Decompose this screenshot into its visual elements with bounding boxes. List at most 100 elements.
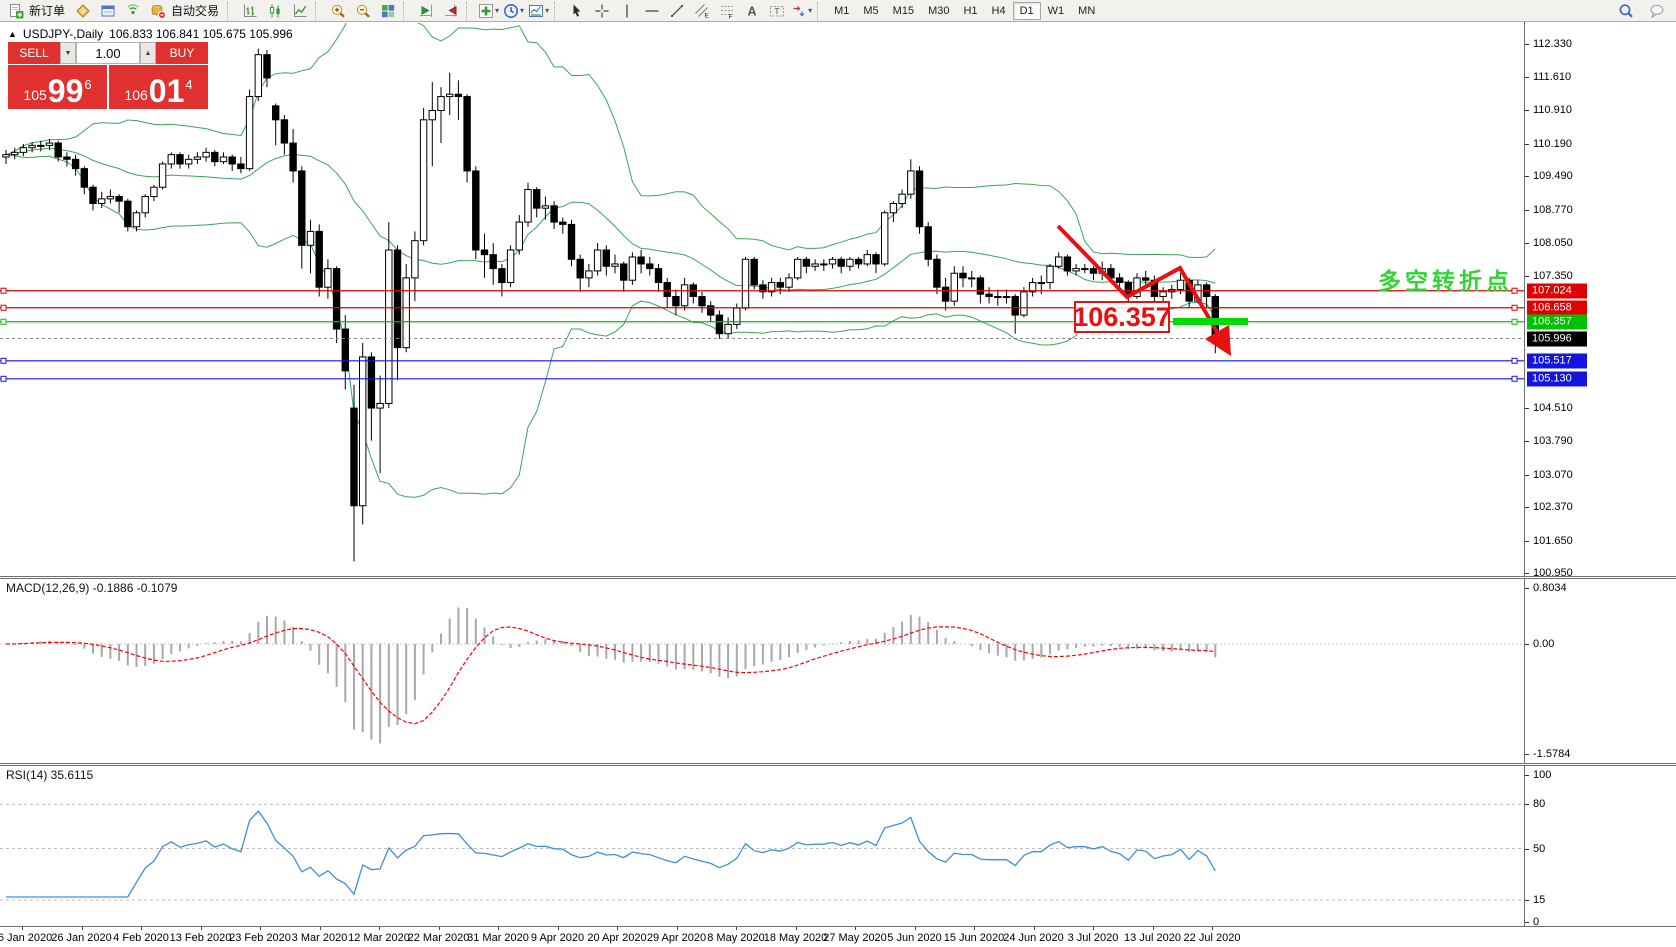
fibonacci-icon: F <box>720 5 733 19</box>
market-window-button[interactable] <box>95 1 120 21</box>
main-price-pane[interactable] <box>0 0 1524 562</box>
splitter-main-macd[interactable] <box>0 576 1676 579</box>
date-tick-label: 20 Apr 2020 <box>587 932 647 944</box>
chat-button[interactable] <box>1644 1 1669 21</box>
support-highlight-bar[interactable] <box>1173 318 1248 325</box>
bar-chart-button[interactable] <box>237 1 262 21</box>
tab-timeframe-H1[interactable]: H1 <box>963 4 978 17</box>
axis-tick <box>1525 804 1529 806</box>
cursor-button[interactable] <box>564 1 589 21</box>
level-price-badge: 105.130 <box>1527 371 1587 387</box>
autotrade-label: 自动交易 <box>171 4 220 18</box>
fibonacci-button[interactable]: F <box>714 1 739 21</box>
axis-tick <box>1525 507 1529 509</box>
channel-icon: E <box>694 3 709 19</box>
sell-price-box[interactable]: 105 99 6 <box>8 65 107 109</box>
zoom-in-button[interactable] <box>325 1 350 21</box>
scroll-end-button[interactable] <box>413 1 438 21</box>
axis-tick <box>1525 587 1529 589</box>
sell-button[interactable]: SELL <box>8 42 60 64</box>
signal-button[interactable] <box>120 1 145 21</box>
date-tick <box>557 927 559 930</box>
svg-text:A: A <box>747 4 756 18</box>
axis-tick-label: 0.8034 <box>1533 581 1567 594</box>
crosshair-button[interactable] <box>589 1 614 21</box>
axis-tick-label: -1.5784 <box>1533 748 1571 761</box>
chevron-down-icon[interactable]: ▾ <box>520 5 525 15</box>
channel-button[interactable]: E <box>689 1 714 21</box>
tab-timeframe-W1[interactable]: W1 <box>1047 4 1065 17</box>
price-chart-canvas[interactable] <box>0 0 1524 926</box>
tab-timeframe-M1[interactable]: M1 <box>834 4 850 17</box>
trendline-button[interactable] <box>664 1 689 21</box>
chart-shift-button[interactable] <box>438 1 463 21</box>
date-tick <box>498 927 499 930</box>
date-tick <box>141 927 142 930</box>
macd-indicator-label: MACD(12,26,9) -0.1886 -0.1079 <box>6 581 178 595</box>
date-tick-label: 9 Apr 2020 <box>530 932 585 944</box>
date-tick-label: 3 Mar 2020 <box>291 932 348 944</box>
date-tick-label: 22 Mar 2020 <box>407 932 470 944</box>
axis-tick-label: 50 <box>1533 842 1546 855</box>
buy-price-box[interactable]: 106 01 4 <box>109 65 208 109</box>
autotrade-button[interactable] <box>145 1 170 21</box>
new-order-button[interactable] <box>3 1 28 21</box>
text-button[interactable]: A <box>739 1 764 21</box>
date-tick-label: 8 May 2020 <box>707 932 765 944</box>
buy-button[interactable]: BUY <box>156 42 208 64</box>
tab-timeframe-D1[interactable]: D1 <box>1012 1 1041 20</box>
price-callout-box[interactable]: 106.357 <box>1073 301 1171 333</box>
toolbar-separator <box>466 1 473 20</box>
tab-timeframe-M30[interactable]: M30 <box>928 4 950 17</box>
zoom-in-icon <box>331 4 345 18</box>
volume-increase-button[interactable]: ▲ <box>140 42 156 64</box>
macd-pane[interactable] <box>0 607 1524 744</box>
axis-tick <box>1525 922 1529 923</box>
line-chart-button[interactable] <box>287 1 312 21</box>
current-price-badge: 105.996 <box>1527 331 1587 347</box>
date-tick <box>1212 927 1213 930</box>
main-toolbar: 新订单 自动交易 ▾ ▾ ▾ E F A T ▾ M1 M5 M15 M30 H1 H4 D1 W1 MN <box>0 0 1676 22</box>
periods-button[interactable]: ▾ <box>501 1 526 21</box>
tab-timeframe-MN[interactable]: MN <box>1078 4 1096 17</box>
turning-point-note[interactable]: 多空转折点 <box>1378 268 1513 295</box>
chevron-down-icon[interactable]: ▾ <box>808 5 813 15</box>
template-button[interactable]: ▾ <box>526 1 551 21</box>
search-button[interactable] <box>1613 1 1638 21</box>
volume-input[interactable]: 1.00 <box>76 42 140 64</box>
tab-timeframe-M5[interactable]: M5 <box>863 4 879 17</box>
axis-tick <box>1525 441 1529 443</box>
tile-windows-button[interactable] <box>375 1 400 21</box>
axis-tick <box>1525 848 1529 850</box>
indicators-button[interactable]: ▾ <box>476 1 501 21</box>
date-tick <box>617 927 618 930</box>
tab-timeframe-H4[interactable]: H4 <box>991 4 1006 17</box>
label-button[interactable]: T <box>764 1 789 21</box>
vertical-line-button[interactable] <box>614 1 639 21</box>
toolbar-separator <box>403 1 410 20</box>
svg-text:F: F <box>728 13 732 19</box>
rsi-pane[interactable] <box>0 803 1524 901</box>
shapes-button[interactable]: ▾ <box>789 1 814 21</box>
tab-timeframe-M15[interactable]: M15 <box>892 4 915 17</box>
volume-decrease-button[interactable]: ▼ <box>60 42 76 64</box>
chart-stack-icon <box>75 3 90 18</box>
horizontal-line-button[interactable] <box>639 1 664 21</box>
date-tick <box>795 927 797 930</box>
trend-arrow[interactable] <box>1056 224 1232 357</box>
chart-stack-button[interactable] <box>70 1 95 21</box>
axis-tick <box>1525 243 1529 245</box>
market-window-icon <box>101 5 115 16</box>
axis-tick-label: 112.330 <box>1533 38 1572 50</box>
axis-tick <box>1525 573 1529 575</box>
chevron-down-icon[interactable]: ▾ <box>495 5 500 15</box>
candle-chart-icon <box>269 4 280 17</box>
rsi-indicator-label: RSI(14) 35.6115 <box>6 768 94 782</box>
candle-chart-button[interactable] <box>262 1 287 21</box>
date-tick-label: 12 Mar 2020 <box>348 932 410 944</box>
splitter-macd-rsi[interactable] <box>0 763 1676 766</box>
zoom-out-button[interactable] <box>350 1 375 21</box>
collapse-trade-panel-icon[interactable]: ▲ <box>8 29 17 39</box>
chevron-down-icon[interactable]: ▾ <box>545 5 550 15</box>
level-price-badge: 107.024 <box>1527 283 1587 299</box>
